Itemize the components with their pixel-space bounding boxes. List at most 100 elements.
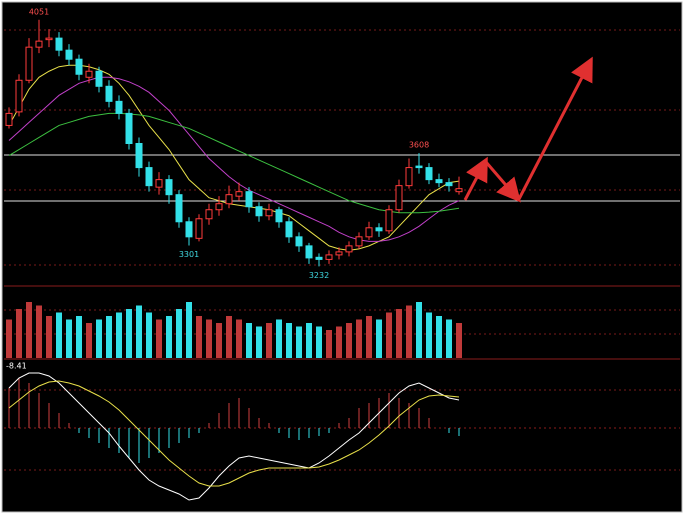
volume-bar — [106, 316, 112, 358]
volume-bar — [246, 323, 252, 358]
candle-body — [95, 70, 103, 87]
candle-body — [175, 194, 183, 223]
volume-bar — [236, 319, 242, 358]
candle-body — [445, 182, 453, 187]
candle-body — [405, 167, 413, 187]
volume-bar — [366, 316, 372, 358]
candle-body — [105, 85, 113, 102]
volume-bar — [116, 312, 122, 358]
candle-body — [155, 179, 163, 188]
candle-body — [75, 58, 83, 75]
price-annotation: 4051 — [29, 7, 49, 16]
candle-body — [385, 209, 393, 232]
volume-bar — [16, 309, 22, 358]
volume-bar — [126, 309, 132, 358]
volume-bar — [136, 305, 142, 358]
price-annotation: 3301 — [179, 250, 199, 259]
candle-body — [125, 112, 133, 144]
volume-bar — [86, 323, 92, 358]
candle-body — [275, 209, 283, 223]
volume-bar — [266, 323, 272, 358]
macd-dea — [8, 380, 460, 487]
plot: 4051 3608 3301 3232 — [4, 7, 680, 501]
volume-bar — [216, 323, 222, 358]
candle-body — [215, 203, 223, 211]
candle-body — [425, 167, 433, 181]
volume-bar — [46, 316, 52, 358]
candle-body — [335, 251, 343, 256]
volume-bar — [176, 309, 182, 358]
grid — [4, 29, 680, 471]
volume-bar — [66, 319, 72, 358]
volume-bar — [446, 319, 452, 358]
volume-bar — [396, 309, 402, 358]
volume-bar — [436, 316, 442, 358]
volume-bar — [306, 323, 312, 358]
volume-bar — [96, 319, 102, 358]
candle-body — [185, 221, 193, 238]
candle-body — [85, 70, 93, 78]
candle-body — [345, 245, 353, 253]
volume-bar — [56, 312, 62, 358]
moving-average — [8, 112, 460, 214]
candle-body — [45, 37, 53, 41]
candle-body — [355, 236, 363, 247]
price-annotation: 3232 — [309, 271, 329, 280]
candle-body — [5, 112, 13, 126]
macd-label: -8.41 — [6, 362, 27, 371]
volume-bar — [316, 326, 322, 358]
projection-arrows — [463, 56, 593, 203]
volume-bar — [276, 319, 282, 358]
candle-body — [235, 191, 243, 197]
volume-bar — [146, 312, 152, 358]
volume-bar — [296, 326, 302, 358]
volume-bar — [386, 312, 392, 358]
candle-body — [305, 245, 313, 259]
candle-body — [165, 179, 173, 196]
candle-body — [395, 185, 403, 211]
candle-body — [435, 179, 443, 184]
volume-bar — [166, 316, 172, 358]
candle-body — [365, 227, 373, 238]
volume-bar — [456, 323, 462, 358]
volume-bar — [326, 330, 332, 358]
volume-bar — [416, 302, 422, 358]
volume-bar — [206, 319, 212, 358]
volume-bar — [186, 302, 192, 358]
volume-bar — [36, 305, 42, 358]
candle-body — [65, 49, 73, 60]
volume-bar — [226, 316, 232, 358]
candle-body — [415, 165, 423, 169]
moving-average — [8, 64, 460, 251]
price-annotation: 3608 — [409, 141, 429, 150]
candle-body — [245, 191, 253, 208]
candle-body — [25, 46, 33, 81]
candle-body — [15, 79, 23, 113]
volume-bar — [6, 319, 12, 358]
volume-bar — [426, 312, 432, 358]
volume-bar — [256, 326, 262, 358]
candle-body — [265, 209, 273, 217]
candle-body — [455, 188, 463, 193]
candle-body — [205, 209, 213, 220]
candle-body — [295, 236, 303, 247]
candle-body — [145, 167, 153, 187]
volume-bar — [196, 316, 202, 358]
macd-dif — [8, 372, 460, 501]
volume-bar — [26, 302, 32, 358]
volume-bar — [406, 305, 412, 358]
volume-bar — [346, 323, 352, 358]
volume-bar — [286, 323, 292, 358]
candle-body — [375, 227, 383, 232]
candle-body — [55, 37, 63, 51]
moving-average — [8, 76, 460, 242]
candle-body — [35, 40, 43, 48]
candle-body — [315, 256, 323, 260]
candle-body — [225, 194, 233, 205]
volume-bar — [356, 319, 362, 358]
volume-bar — [336, 326, 342, 358]
candle-body — [135, 143, 143, 169]
volume-bar — [156, 319, 162, 358]
